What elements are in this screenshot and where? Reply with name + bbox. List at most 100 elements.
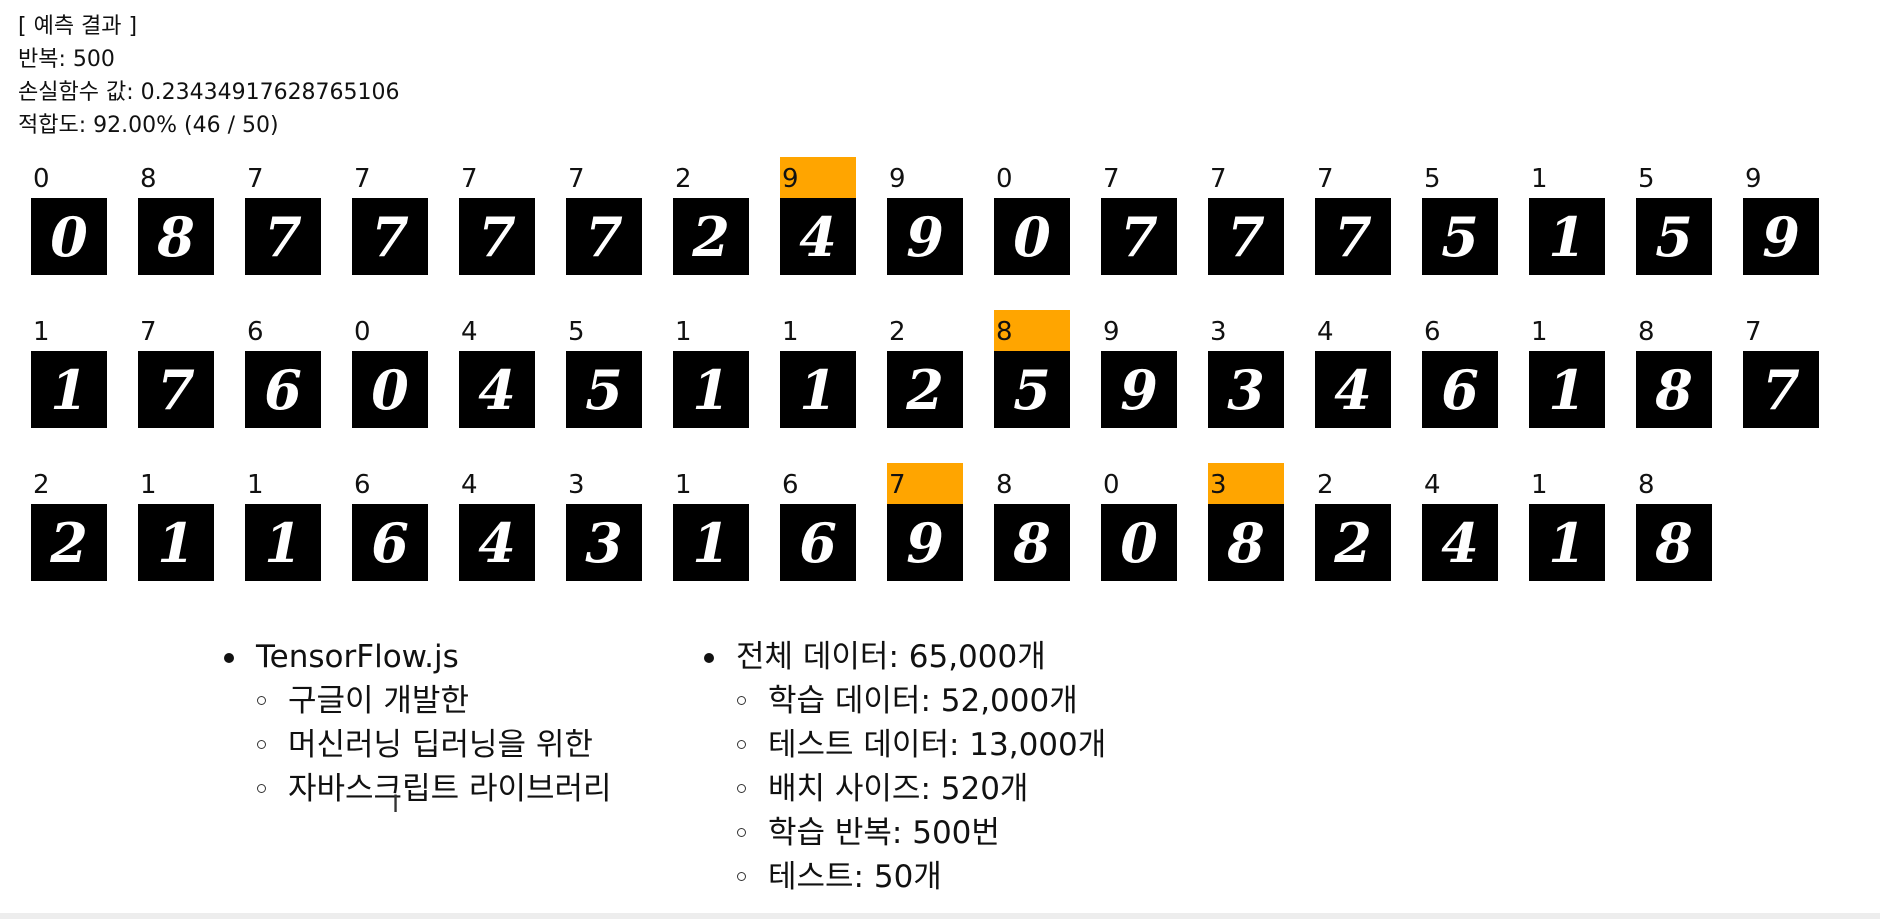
prediction-label: 1	[782, 317, 799, 347]
prediction-label: 8	[996, 470, 1013, 500]
digit-image: 0	[1101, 504, 1177, 581]
digit-image: 9	[887, 504, 963, 581]
prediction-label: 7	[461, 164, 478, 194]
prediction-label: 0	[354, 317, 371, 347]
digit-image: 3	[566, 504, 642, 581]
digit-image: 1	[31, 351, 107, 428]
prediction-label: 9	[889, 164, 906, 194]
digit-image: 7	[1315, 198, 1391, 275]
digit-image: 8	[994, 504, 1070, 581]
wrong-prediction-label: 9	[780, 157, 856, 198]
prediction-label: 5	[568, 317, 585, 347]
prediction-label: 4	[461, 317, 478, 347]
prediction-label: 1	[1531, 317, 1548, 347]
tensorflow-desc-item: 구글이 개발한	[224, 679, 612, 723]
digit-image: 9	[1743, 198, 1819, 275]
digit-image: 8	[138, 198, 214, 275]
prediction-label: 4	[1317, 317, 1334, 347]
digit-image: 9	[1101, 351, 1177, 428]
digit-image: 5	[566, 351, 642, 428]
digit-image: 4	[459, 351, 535, 428]
digit-image: 4	[1422, 504, 1498, 581]
digit-image: 5	[1636, 198, 1712, 275]
dataset-item: 테스트 데이터: 13,000개	[704, 723, 1106, 767]
prediction-label: 4	[1424, 470, 1441, 500]
digit-image: 6	[780, 504, 856, 581]
digit-image: 1	[673, 504, 749, 581]
prediction-label: 2	[889, 317, 906, 347]
dataset-info: 전체 데이터: 65,000개 학습 데이터: 52,000개 테스트 데이터:…	[704, 635, 1106, 899]
digit-image: 4	[1315, 351, 1391, 428]
digit-image: 6	[245, 351, 321, 428]
digit-image: 7	[138, 351, 214, 428]
dataset-item: 테스트: 50개	[704, 855, 1106, 899]
dataset-item: 학습 데이터: 52,000개	[704, 679, 1106, 723]
prediction-label: 6	[782, 470, 799, 500]
prediction-label: 7	[1103, 164, 1120, 194]
prediction-label: 1	[33, 317, 50, 347]
wrong-prediction-label: 8	[994, 310, 1070, 351]
dataset-item: 학습 반복: 500번	[704, 811, 1106, 855]
prediction-label: 0	[33, 164, 50, 194]
page-bottom-edge	[0, 913, 1880, 919]
digit-image: 1	[1529, 351, 1605, 428]
digit-image: 9	[887, 198, 963, 275]
prediction-label: 3	[568, 470, 585, 500]
prediction-label: 7	[568, 164, 585, 194]
digit-image: 7	[459, 198, 535, 275]
prediction-label: 9	[1103, 317, 1120, 347]
prediction-label: 6	[354, 470, 371, 500]
prediction-label: 1	[675, 470, 692, 500]
accuracy-text: 적합도: 92.00% (46 / 50)	[18, 113, 279, 138]
prediction-label: 8	[140, 164, 157, 194]
digit-image: 6	[352, 504, 428, 581]
prediction-label: 7	[354, 164, 371, 194]
digit-image: 7	[566, 198, 642, 275]
prediction-label: 6	[1424, 317, 1441, 347]
digit-image: 4	[780, 198, 856, 275]
digit-image: 1	[138, 504, 214, 581]
result-title: [ 예측 결과 ]	[18, 14, 138, 39]
digit-image: 1	[1529, 504, 1605, 581]
tensorflow-desc-item: 머신러닝 딥러닝을 위한	[224, 723, 612, 767]
digit-image: 7	[1743, 351, 1819, 428]
loss-text: 손실함수 값: 0.23434917628765106	[18, 80, 400, 105]
prediction-label: 2	[675, 164, 692, 194]
